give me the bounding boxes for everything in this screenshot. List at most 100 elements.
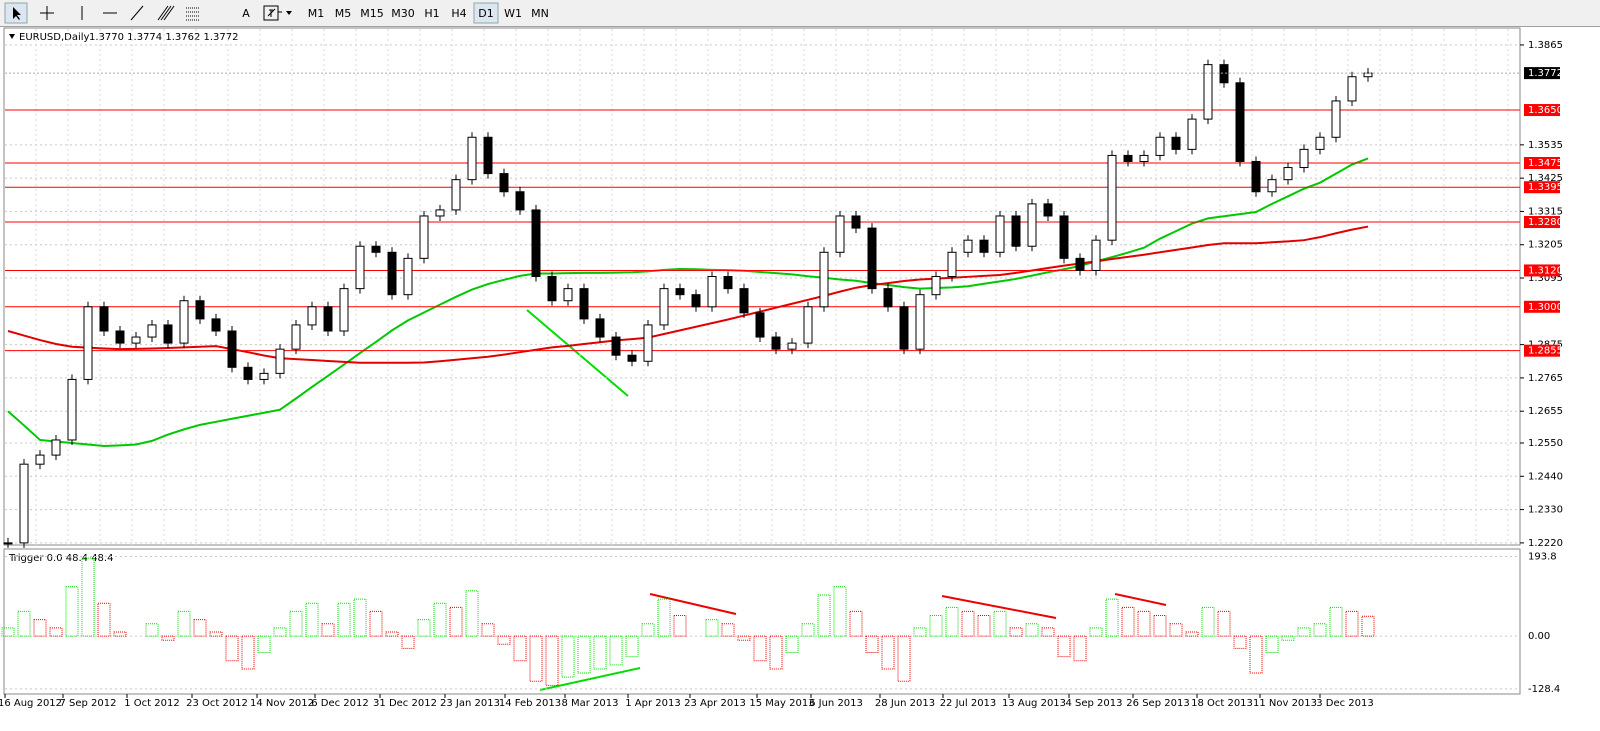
candle <box>1251 160 1261 193</box>
candle <box>659 288 669 326</box>
trendline-button[interactable] <box>130 5 144 21</box>
histogram-bar <box>1361 615 1375 637</box>
histogram-bar <box>673 615 687 637</box>
histogram-bar <box>321 623 335 637</box>
histogram-bar <box>401 635 415 649</box>
candle <box>115 330 125 344</box>
histogram-bar <box>961 610 975 637</box>
histogram-bar <box>785 635 799 654</box>
candle <box>931 276 941 296</box>
histogram-bar <box>289 610 303 637</box>
candle <box>867 227 877 290</box>
histogram-bar <box>1105 598 1119 637</box>
level-tag <box>1524 104 1560 117</box>
timeframe-button[interactable] <box>419 2 445 24</box>
candle <box>899 306 909 350</box>
histogram-bar <box>161 635 175 641</box>
x-tick-label: 23 Jan 2013 <box>440 698 500 709</box>
histogram-bar <box>1 627 15 637</box>
fibo-button[interactable] <box>186 7 200 21</box>
histogram-bar <box>417 619 431 637</box>
x-tick-label: 8 Mar 2013 <box>561 698 618 709</box>
candle <box>371 245 381 253</box>
level-label: 1.3120 <box>1528 265 1563 276</box>
candle <box>1075 257 1085 271</box>
timeframe-button[interactable] <box>446 2 472 24</box>
candle <box>355 245 365 290</box>
histogram-bar <box>65 586 79 637</box>
histogram-bar <box>305 602 319 637</box>
x-tick-label: 13 Aug 2013 <box>1002 698 1066 709</box>
candle <box>1267 179 1277 193</box>
crosshair-button[interactable] <box>40 6 54 20</box>
histogram-bar <box>225 635 239 662</box>
x-tick-label: 6 Dec 2012 <box>311 698 369 709</box>
level-tag <box>1524 300 1560 313</box>
timeframe-button[interactable] <box>330 2 356 24</box>
histogram-bar <box>737 635 751 641</box>
dropdown[interactable] <box>286 11 292 15</box>
candle <box>51 439 61 456</box>
candle <box>835 215 845 253</box>
histogram-bar <box>257 635 271 654</box>
y-tick-label: 1.3315 <box>1528 206 1563 217</box>
candle <box>99 306 109 332</box>
channel-button[interactable] <box>157 5 175 21</box>
candle <box>1283 167 1293 181</box>
candle <box>851 215 861 229</box>
trendline <box>1114 593 1167 606</box>
candle <box>723 276 733 290</box>
y-tick-label: 1.2440 <box>1528 471 1563 482</box>
candle <box>419 215 429 259</box>
y-tick-label: 1.3425 <box>1528 173 1563 184</box>
candle <box>915 294 925 350</box>
candle <box>755 312 765 338</box>
candle <box>611 336 621 356</box>
timeframe-button[interactable] <box>527 2 553 24</box>
candle <box>531 209 541 278</box>
candle <box>83 306 93 380</box>
candle <box>1299 148 1309 169</box>
candle <box>19 463 29 544</box>
timeframe-button[interactable] <box>473 2 499 24</box>
candle <box>595 318 605 338</box>
text-tool[interactable]: A <box>242 7 250 20</box>
x-tick-label: 23 Apr 2013 <box>684 698 746 709</box>
candle <box>259 372 269 380</box>
label-button[interactable] <box>263 5 279 21</box>
histogram-bar <box>929 615 943 637</box>
trendline <box>539 667 641 691</box>
candle <box>1235 82 1245 162</box>
histogram-bar <box>849 610 863 637</box>
level-tag <box>1524 216 1560 229</box>
x-tick-label: 31 Dec 2012 <box>373 698 437 709</box>
arrows-button[interactable] <box>267 8 282 17</box>
timeframe-label: MN <box>531 7 549 20</box>
histogram-bar <box>1153 615 1167 637</box>
candle <box>787 342 797 350</box>
candle <box>387 251 397 296</box>
timeframe-button[interactable] <box>303 2 329 24</box>
timeframe-button[interactable] <box>500 2 526 24</box>
histogram-bar <box>1313 623 1327 637</box>
candle <box>547 276 557 302</box>
candle <box>339 288 349 332</box>
y-tick-label: 1.2765 <box>1528 373 1563 384</box>
timeframe-button[interactable] <box>388 2 418 24</box>
x-tick-label: 3 Dec 2013 <box>1316 698 1374 709</box>
histogram-bar <box>721 623 735 637</box>
histogram-bar <box>817 594 831 637</box>
timeframe-button[interactable] <box>357 2 387 24</box>
y-tick-label: 1.3205 <box>1528 240 1563 251</box>
x-tick-label: 16 Aug 2012 <box>0 698 62 709</box>
candle <box>515 191 525 211</box>
candle <box>947 251 957 278</box>
timeframe-label: D1 <box>478 7 493 20</box>
panel-arrow <box>9 34 15 39</box>
histogram-bar <box>561 635 575 678</box>
histogram-bar <box>593 635 607 670</box>
trendline <box>941 595 1057 619</box>
histogram-bar <box>1345 610 1359 637</box>
candle <box>563 288 573 302</box>
candle <box>1155 136 1165 156</box>
